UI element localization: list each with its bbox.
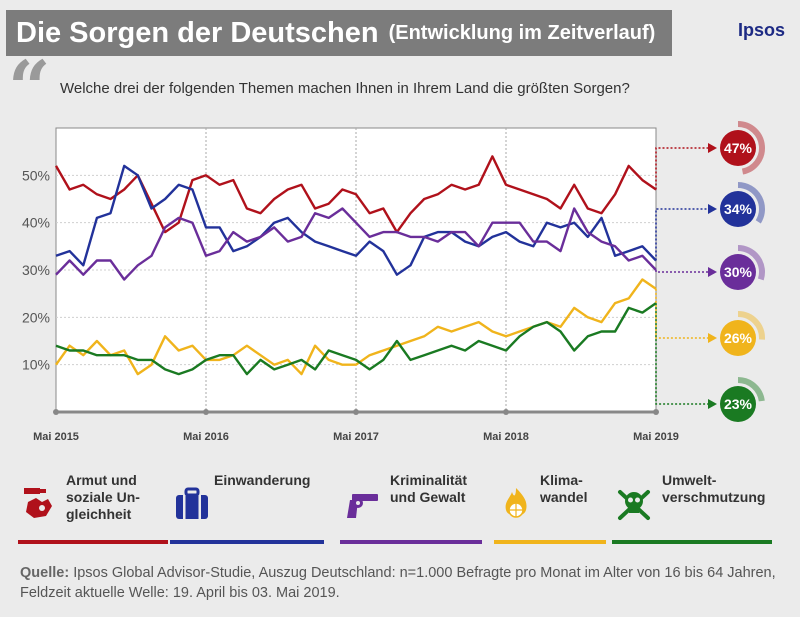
- skull-crossbones-icon: [616, 486, 652, 522]
- source-label: Quelle:: [20, 565, 70, 581]
- legend-item: Umwelt- verschmutzung: [612, 466, 780, 544]
- ipsos-logo: Ipsos: [738, 20, 786, 40]
- legend-item: Kriminalität und Gewalt: [340, 466, 490, 544]
- connector-line: [655, 147, 708, 190]
- arrow-head: [708, 143, 717, 153]
- value-badge-label: 34%: [724, 201, 753, 217]
- gauge-arc: [737, 377, 765, 402]
- x-tick-label: Mai 2015: [33, 431, 79, 443]
- value-badge-label: 26%: [724, 330, 753, 346]
- legend-item: Klima- wandel: [494, 466, 614, 544]
- legend-item: Armut und soziale Un- gleichheit: [18, 466, 176, 544]
- legend-swatch: [18, 540, 168, 544]
- value-badge: [720, 191, 756, 227]
- legend-swatch: [170, 540, 324, 544]
- gauge-arc: [737, 311, 765, 340]
- legend-item: Einwanderung: [170, 466, 332, 544]
- legend-swatch: [612, 540, 772, 544]
- y-tick-label: 50%: [22, 167, 50, 183]
- value-badge: [720, 320, 756, 356]
- source-note: Quelle: Ipsos Global Advisor-Studie, Aus…: [20, 563, 780, 603]
- page-subtitle: (Entwicklung im Zeitverlauf): [388, 21, 656, 44]
- gauge-arc: [737, 245, 765, 281]
- series-line-4: [55, 302, 657, 376]
- quote-icon: “: [8, 46, 51, 132]
- gauge-arc: [737, 121, 765, 175]
- series-line-1: [55, 164, 657, 276]
- legend-label: Einwanderung: [214, 472, 311, 488]
- source-text: Ipsos Global Advisor-Studie, Auszug Deut…: [20, 565, 776, 601]
- x-tick-label: Mai 2017: [333, 431, 379, 443]
- page-title: Die Sorgen der Deutschen: [16, 16, 379, 49]
- y-tick-label: 20%: [22, 309, 50, 325]
- survey-question: Welche drei der folgenden Themen machen …: [60, 80, 630, 97]
- value-badge: [720, 386, 756, 422]
- connector-line: [655, 288, 708, 339]
- y-tick-label: 30%: [22, 262, 50, 278]
- money-hand-icon: [22, 486, 58, 522]
- y-tick-label: 40%: [22, 215, 50, 231]
- series-line-2: [55, 207, 657, 281]
- value-badge-label: 47%: [724, 140, 753, 156]
- value-badge: [720, 130, 756, 166]
- revolver-icon: [344, 486, 380, 522]
- connector-line: [655, 303, 708, 405]
- legend-label: Umwelt- verschmutzung: [662, 472, 766, 505]
- connector-line: [655, 270, 708, 273]
- gauge-arc: [737, 182, 765, 224]
- value-badge-label: 23%: [724, 396, 753, 412]
- legend-label: Armut und soziale Un- gleichheit: [66, 472, 140, 522]
- y-tick-label: 10%: [22, 357, 50, 373]
- x-tick-label: Mai 2018: [483, 431, 529, 443]
- legend-label: Klima- wandel: [540, 472, 588, 505]
- series-line-3: [55, 278, 657, 376]
- legend-label: Kriminalität und Gewalt: [390, 472, 468, 505]
- x-tick-label: Mai 2019: [633, 431, 679, 443]
- title-bar: Die Sorgen der Deutschen (Entwicklung im…: [6, 10, 672, 56]
- series-line-0: [54, 155, 657, 234]
- arrow-head: [708, 399, 717, 409]
- value-badge-label: 30%: [724, 264, 753, 280]
- x-tick-label: Mai 2016: [183, 431, 229, 443]
- arrow-head: [708, 204, 717, 214]
- line-chart: 10% 20% 30% 40% 50% Mai 2015 Mai 2016 Mai 2017 M…: [22, 121, 765, 443]
- legend-swatch: [494, 540, 606, 544]
- value-badge: [720, 254, 756, 290]
- connector-line: [655, 208, 708, 261]
- arrow-head: [708, 333, 717, 343]
- legend-swatch: [340, 540, 482, 544]
- burning-globe-icon: [498, 486, 534, 522]
- arrow-head: [708, 267, 717, 277]
- suitcase-icon: [174, 486, 210, 522]
